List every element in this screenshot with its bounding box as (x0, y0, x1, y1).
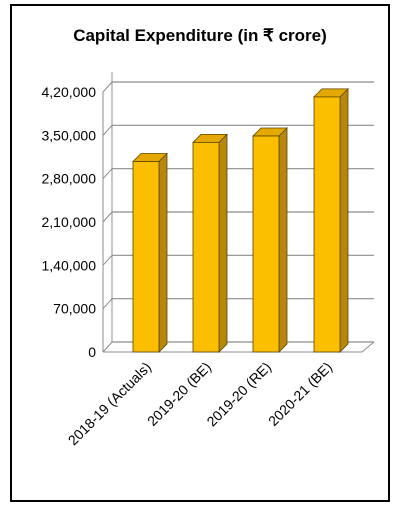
bar (132, 152, 168, 353)
chart-title: Capital Expenditure (in ₹ crore) (73, 26, 327, 45)
bar-side (278, 127, 288, 353)
bar (313, 87, 349, 353)
gridline-floor-slant (102, 81, 113, 93)
bar (252, 127, 288, 353)
gridline-floor-slant (102, 168, 113, 180)
bar (192, 133, 228, 353)
x-category-label: 2020-21 (BE) (265, 359, 335, 429)
y-tick-label: 3,50,000 (42, 127, 97, 143)
bar-front (252, 135, 280, 353)
bar-side (218, 133, 228, 353)
x-category-label: 2019-20 (RE) (203, 359, 274, 430)
x-category-label: 2018-19 (Actuals) (65, 359, 154, 448)
y-tick-label: 70,000 (53, 301, 96, 317)
bar-side (158, 152, 168, 353)
bar-front (132, 161, 160, 353)
y-tick-label: 4,20,000 (42, 84, 97, 100)
y-tick-label: 0 (88, 344, 96, 360)
bar-front (313, 96, 341, 353)
y-tick-label: 1,40,000 (42, 257, 97, 273)
floor-right-edge (361, 341, 375, 353)
bars (132, 87, 349, 353)
y-tick-label: 2,80,000 (42, 171, 97, 187)
gridline-floor-slant (102, 254, 113, 266)
gridline-floor-slant (102, 211, 113, 223)
y-axis-ticks: 0 70,000 1,40,000 2,10,000 2,80,000 3,50,000 4… (42, 84, 97, 360)
bar-front (192, 142, 220, 353)
gridline-floor-slant (102, 341, 113, 353)
x-axis-labels: 2018-19 (Actuals)2019-20 (BE)2019-20 (RE… (65, 359, 335, 448)
y-tick-label: 2,10,000 (42, 214, 97, 230)
gridline-floor-slant (102, 298, 113, 310)
bar-side (339, 87, 349, 353)
gridline-floor-slant (102, 124, 113, 136)
